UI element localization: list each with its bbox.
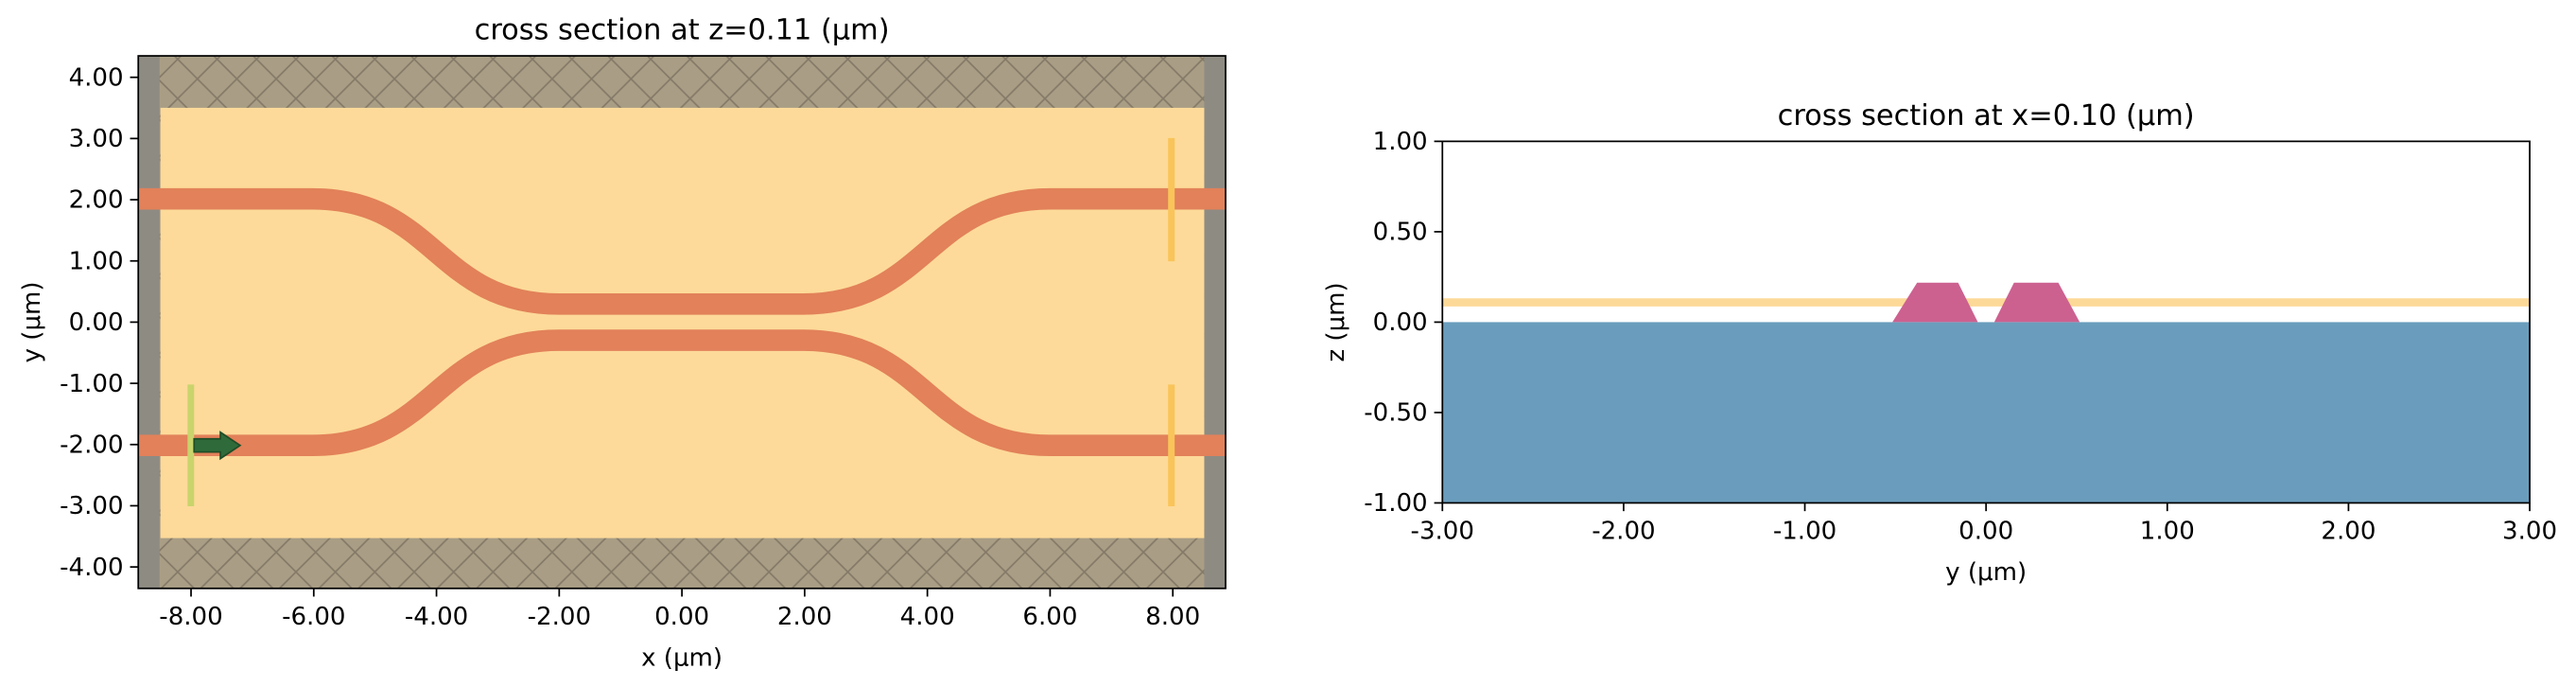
- x-tick-label: -6.00: [282, 603, 345, 631]
- plane-x: [1442, 282, 2531, 503]
- x-tick-label: 6.00: [1022, 603, 1077, 631]
- sim-domain: [160, 107, 1205, 538]
- x-tick-label: -2.00: [1592, 518, 1655, 546]
- substrate: [1442, 322, 2531, 503]
- x-tick-label: 4.00: [900, 603, 955, 631]
- x-tick-label: -3.00: [1411, 518, 1474, 546]
- y-tick-label: -3.00: [60, 492, 123, 520]
- y-tick-label: 2.00: [69, 186, 124, 215]
- chart-title: cross section at x=0.10 (μm): [1778, 99, 2195, 132]
- pml-side: [138, 56, 160, 589]
- source-arrow: [193, 431, 242, 461]
- x-tick-label: 2.00: [2321, 518, 2376, 546]
- plane-z: [138, 56, 1226, 589]
- y-tick-label: 1.00: [1373, 128, 1428, 156]
- chart-title: cross section at z=0.11 (μm): [475, 14, 890, 47]
- y-tick-label: -1.00: [60, 370, 123, 398]
- y-tick-label: 0.00: [69, 308, 124, 337]
- x-tick-label: -4.00: [405, 603, 468, 631]
- x-axis-label: x (μm): [641, 643, 722, 672]
- y-axis-label: y (μm): [18, 281, 46, 362]
- x-tick-label: 3.00: [2502, 518, 2557, 546]
- x-tick-label: -2.00: [528, 603, 591, 631]
- y-tick-label: 0.50: [1373, 219, 1428, 247]
- x-axis-label: y (μm): [1945, 558, 2027, 587]
- waveguide-core: [1892, 282, 1978, 323]
- y-tick-label: -1.00: [1364, 489, 1427, 518]
- y-axis-label: z (μm): [1322, 282, 1350, 361]
- y-tick-label: -2.00: [60, 431, 123, 459]
- x-tick-label: 8.00: [1145, 603, 1200, 631]
- y-tick-label: 3.00: [69, 125, 124, 153]
- y-tick-label: 1.00: [69, 247, 124, 275]
- x-tick-label: 1.00: [2140, 518, 2195, 546]
- x-tick-label: 2.00: [777, 603, 832, 631]
- pml-side: [1204, 56, 1226, 589]
- y-tick-label: -4.00: [60, 554, 123, 582]
- x-tick-label: 0.00: [654, 603, 709, 631]
- x-tick-label: -1.00: [1773, 518, 1836, 546]
- y-tick-label: 4.00: [69, 63, 124, 92]
- waveguide: [138, 329, 1226, 456]
- x-tick-label: -8.00: [159, 603, 222, 631]
- y-tick-label: 0.00: [1373, 308, 1428, 337]
- waveguide-core: [1993, 282, 2080, 323]
- x-tick-label: 0.00: [1958, 518, 2013, 546]
- waveguide: [138, 187, 1226, 315]
- y-tick-label: -0.50: [1364, 399, 1427, 428]
